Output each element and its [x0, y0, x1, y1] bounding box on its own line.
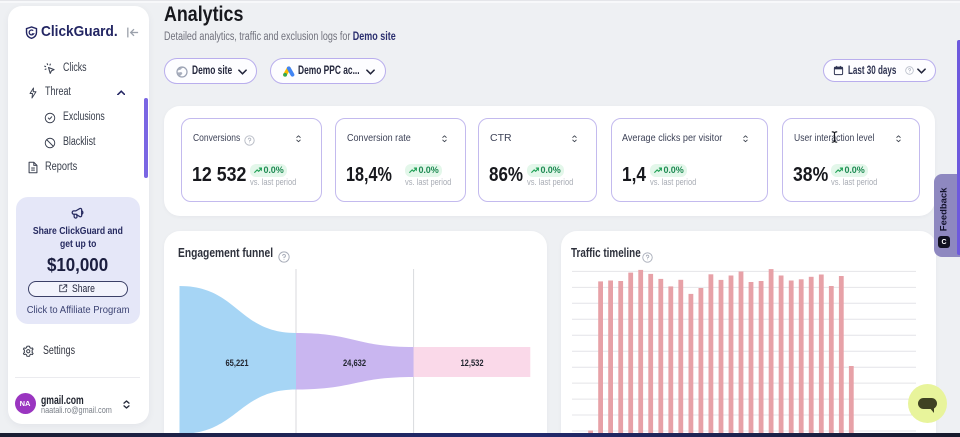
svg-text:24,632: 24,632: [343, 358, 366, 369]
svg-text:65,221: 65,221: [226, 358, 250, 369]
svg-text:12,532: 12,532: [461, 358, 484, 369]
